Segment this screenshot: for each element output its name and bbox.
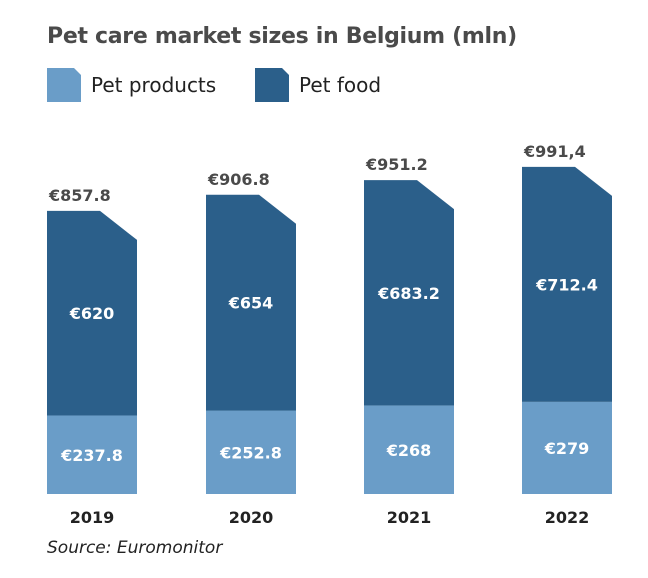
bar-pet-products-2021	[364, 405, 454, 494]
data-label-pet-food: €712.4	[535, 275, 598, 294]
legend-item-pet-food: Pet food	[255, 68, 381, 102]
legend-item-pet-products: Pet products	[47, 68, 216, 102]
bar-pet-products-2020	[206, 410, 296, 494]
data-label-pet-food: €654	[228, 294, 274, 313]
legend-swatch-pet-food	[255, 68, 289, 102]
data-label-pet-products: €268	[386, 441, 432, 460]
bar-pet-food-2022	[522, 166, 612, 402]
total-label: €951.2	[365, 155, 428, 174]
total-label: €906.8	[207, 170, 270, 189]
data-label-pet-food: €683.2	[377, 284, 440, 303]
data-label-pet-products: €252.8	[219, 443, 282, 462]
bar-pet-food-2019	[47, 210, 137, 416]
total-label: €991,4	[523, 142, 586, 161]
bar-pet-products-2022	[522, 401, 612, 494]
legend-label: Pet products	[91, 73, 217, 97]
data-label-pet-food: €620	[69, 304, 115, 323]
x-tick-label: 2021	[387, 508, 432, 527]
x-tick-label: 2020	[229, 508, 274, 527]
total-label: €857.8	[48, 186, 111, 205]
bar-pet-products-2019	[47, 415, 137, 494]
source-note: Source: Euromonitor	[47, 538, 223, 558]
bar-pet-food-2020	[206, 194, 296, 411]
legend-label: Pet food	[299, 73, 382, 97]
data-label-pet-products: €237.8	[60, 446, 123, 465]
legend-swatch-pet-products	[47, 68, 81, 102]
data-label-pet-products: €279	[544, 439, 590, 458]
x-tick-label: 2022	[545, 508, 590, 527]
chart-title: Pet care market sizes in Belgium (mln)	[47, 24, 517, 49]
x-tick-label: 2019	[70, 508, 115, 527]
bar-pet-food-2021	[364, 180, 454, 406]
